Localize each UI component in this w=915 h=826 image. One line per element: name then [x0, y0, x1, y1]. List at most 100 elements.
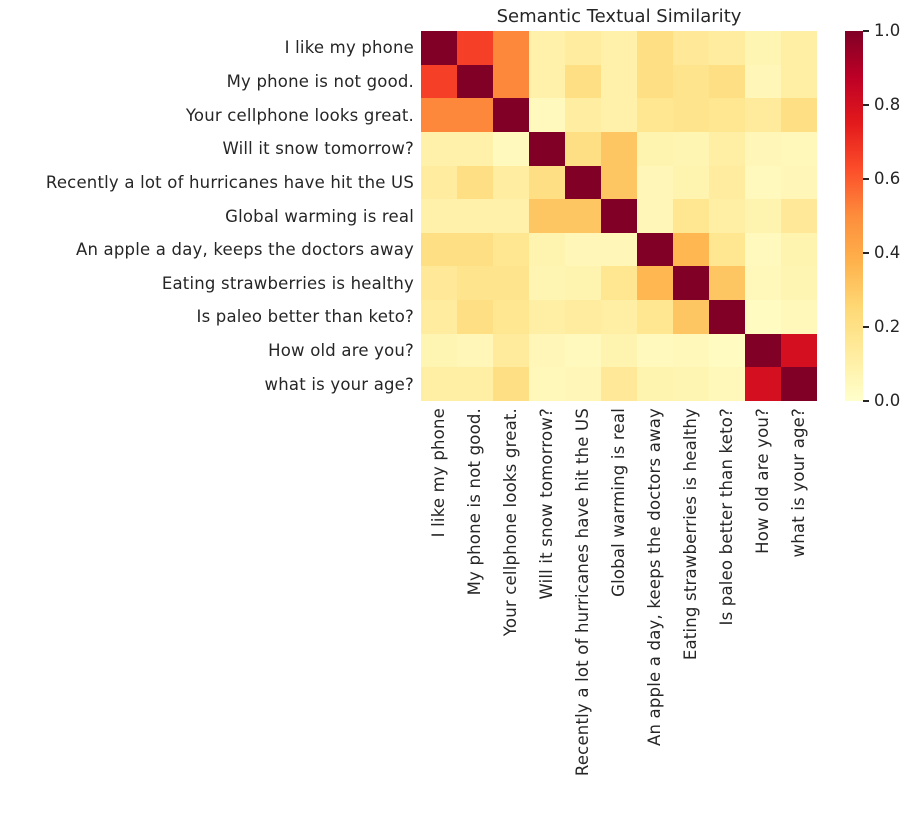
heatmap-cell-r7c10	[781, 266, 817, 301]
heatmap-cell-r2c5	[601, 98, 637, 132]
heatmap-cell-r8c8	[709, 300, 745, 334]
heatmap-cell-r9c2	[493, 333, 529, 368]
heatmap-cell-r5c4	[565, 199, 601, 233]
heatmap-cell-r7c6	[637, 266, 673, 301]
heatmap-cell-r8c9	[745, 300, 781, 334]
heatmap-cell-r1c4	[565, 64, 601, 99]
heatmap-cell-r5c8	[709, 199, 745, 233]
heatmap-cell-r3c5	[601, 131, 637, 166]
heatmap-cell-r10c1	[457, 367, 493, 401]
heatmap-cell-r8c1	[457, 300, 493, 334]
x-axis-label: I like my phone	[429, 408, 448, 538]
heatmap-cell-r6c7	[673, 232, 709, 267]
heatmap-cell-r2c7	[673, 98, 709, 132]
heatmap-cell-r5c0	[421, 199, 457, 233]
heatmap-cell-r7c0	[421, 266, 457, 301]
heatmap-cell-r5c10	[781, 199, 817, 233]
heatmap-cell-r9c10	[781, 333, 817, 368]
heatmap-cell-r0c5	[601, 31, 637, 65]
heatmap-cell-r1c9	[745, 64, 781, 99]
colorbar-tick-mark	[863, 400, 869, 402]
heatmap-cell-r8c10	[781, 300, 817, 334]
heatmap-cell-r0c4	[565, 31, 601, 65]
heatmap-cell-r10c5	[601, 367, 637, 401]
heatmap-cell-r8c4	[565, 300, 601, 334]
x-axis-label: My phone is not good.	[465, 408, 484, 596]
heatmap-cell-r10c7	[673, 367, 709, 401]
heatmap-cell-r2c1	[457, 98, 493, 132]
heatmap-cell-r6c0	[421, 232, 457, 267]
heatmap-cell-r9c7	[673, 333, 709, 368]
y-axis-label: My phone is not good.	[226, 71, 414, 91]
heatmap-cell-r4c10	[781, 165, 817, 200]
heatmap-cell-r5c6	[637, 199, 673, 233]
heatmap-cell-r9c4	[565, 333, 601, 368]
heatmap-cell-r10c9	[745, 367, 781, 401]
x-axis-label: Will it snow tomorrow?	[537, 408, 556, 600]
heatmap-cell-r5c9	[745, 199, 781, 233]
heatmap-grid	[421, 31, 817, 401]
x-axis-label: what is your age?	[789, 408, 808, 558]
heatmap-cell-r7c5	[601, 266, 637, 301]
y-axis-label: I like my phone	[284, 38, 414, 58]
colorbar-tick-mark	[863, 30, 869, 32]
heatmap-cell-r5c3	[529, 199, 565, 233]
heatmap-cell-r6c3	[529, 232, 565, 267]
heatmap-cell-r0c0	[421, 31, 457, 65]
heatmap-cell-r9c3	[529, 333, 565, 368]
heatmap-cell-r8c5	[601, 300, 637, 334]
heatmap-cell-r10c3	[529, 367, 565, 401]
heatmap-cell-r6c6	[637, 232, 673, 267]
heatmap-cell-r8c3	[529, 300, 565, 334]
heatmap-cell-r7c9	[745, 266, 781, 301]
heatmap-cell-r3c7	[673, 131, 709, 166]
heatmap-cell-r3c2	[493, 131, 529, 166]
heatmap-cell-r3c1	[457, 131, 493, 166]
heatmap-cell-r3c10	[781, 131, 817, 166]
heatmap-cell-r9c0	[421, 333, 457, 368]
heatmap-cell-r8c2	[493, 300, 529, 334]
heatmap-cell-r4c5	[601, 165, 637, 200]
heatmap-cell-r4c6	[637, 165, 673, 200]
heatmap-cell-r9c8	[709, 333, 745, 368]
heatmap-cell-r4c2	[493, 165, 529, 200]
y-axis-label: Global warming is real	[225, 206, 414, 226]
heatmap-cell-r4c0	[421, 165, 457, 200]
heatmap-cell-r10c6	[637, 367, 673, 401]
colorbar-tick-mark	[863, 252, 869, 254]
colorbar-tick-label: 0.0	[874, 391, 901, 410]
x-axis-label: Your cellphone looks great.	[501, 408, 520, 637]
heatmap-cell-r2c6	[637, 98, 673, 132]
heatmap-cell-r10c4	[565, 367, 601, 401]
colorbar-tick-mark	[863, 178, 869, 180]
heatmap-cell-r4c4	[565, 165, 601, 200]
y-axis-label: Will it snow tomorrow?	[222, 139, 414, 159]
heatmap-cell-r2c9	[745, 98, 781, 132]
heatmap-cell-r6c4	[565, 232, 601, 267]
heatmap-cell-r8c0	[421, 300, 457, 334]
heatmap-cell-r4c9	[745, 165, 781, 200]
heatmap-cell-r10c2	[493, 367, 529, 401]
x-axis-label: Global warming is real	[609, 408, 628, 597]
colorbar	[845, 31, 863, 401]
heatmap-cell-r5c1	[457, 199, 493, 233]
heatmap-cell-r0c7	[673, 31, 709, 65]
heatmap-cell-r1c6	[637, 64, 673, 99]
y-axis-label: How old are you?	[268, 341, 414, 361]
heatmap-cell-r3c0	[421, 131, 457, 166]
heatmap-cell-r7c3	[529, 266, 565, 301]
colorbar-tick-label: 0.4	[874, 243, 901, 262]
heatmap-cell-r7c2	[493, 266, 529, 301]
y-axis-label: An apple a day, keeps the doctors away	[75, 240, 414, 260]
heatmap-cell-r2c2	[493, 98, 529, 132]
heatmap-cell-r3c6	[637, 131, 673, 166]
heatmap-cell-r1c2	[493, 64, 529, 99]
heatmap-cell-r4c1	[457, 165, 493, 200]
heatmap-cell-r1c1	[457, 64, 493, 99]
heatmap-cell-r10c0	[421, 367, 457, 401]
chart-title: Semantic Textual Similarity	[496, 6, 742, 27]
heatmap-cell-r0c9	[745, 31, 781, 65]
heatmap-cell-r2c4	[565, 98, 601, 132]
y-axis-label: Is paleo better than keto?	[196, 307, 414, 327]
